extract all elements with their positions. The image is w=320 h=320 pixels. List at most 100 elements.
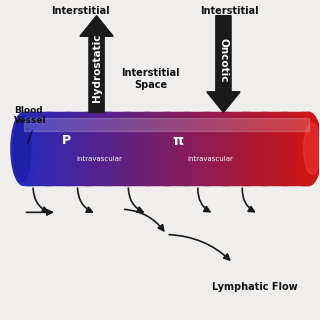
Bar xyxy=(188,112,189,185)
Bar xyxy=(74,112,75,185)
Bar xyxy=(215,112,216,185)
Bar xyxy=(191,112,192,185)
Bar xyxy=(225,112,227,185)
Bar xyxy=(124,112,126,185)
Bar xyxy=(124,112,125,185)
Bar xyxy=(87,112,89,185)
Bar xyxy=(150,112,151,185)
Bar xyxy=(47,112,49,185)
Text: Blood
Vessel: Blood Vessel xyxy=(14,106,47,125)
Bar xyxy=(130,112,132,185)
Bar xyxy=(148,112,149,185)
Bar xyxy=(245,112,247,185)
Text: intravascular: intravascular xyxy=(187,156,233,162)
Bar xyxy=(242,112,243,185)
Bar xyxy=(62,112,63,185)
Bar xyxy=(165,112,167,185)
Bar xyxy=(167,112,169,185)
Bar xyxy=(200,112,201,185)
Bar xyxy=(122,112,123,185)
Bar xyxy=(184,112,186,185)
Bar xyxy=(291,112,292,185)
Bar xyxy=(300,112,301,185)
Bar xyxy=(114,112,115,185)
Bar xyxy=(78,112,79,185)
Bar xyxy=(281,112,282,185)
Bar xyxy=(142,112,144,185)
Bar xyxy=(246,112,248,185)
Bar xyxy=(158,112,159,185)
Bar xyxy=(288,112,289,185)
Bar xyxy=(271,112,272,185)
Bar xyxy=(98,112,99,185)
Bar xyxy=(139,112,140,185)
Bar xyxy=(83,112,84,185)
Bar xyxy=(163,112,164,185)
Bar xyxy=(28,112,30,185)
Bar xyxy=(102,112,103,185)
Bar xyxy=(113,112,114,185)
Text: Oncotic: Oncotic xyxy=(219,38,228,82)
Bar xyxy=(91,112,92,185)
Bar xyxy=(88,112,90,185)
Bar xyxy=(94,112,95,185)
Bar xyxy=(282,112,283,185)
Bar xyxy=(239,112,240,185)
Bar xyxy=(260,112,261,185)
Bar xyxy=(193,112,194,185)
Bar xyxy=(151,112,152,185)
Text: intravascular: intravascular xyxy=(76,156,122,162)
Bar xyxy=(164,112,165,185)
Bar xyxy=(86,112,88,185)
Bar xyxy=(198,112,199,185)
Bar xyxy=(220,112,221,185)
Bar xyxy=(274,112,275,185)
Bar xyxy=(283,112,284,185)
Bar xyxy=(231,112,232,185)
Bar xyxy=(152,112,153,185)
Bar xyxy=(116,112,117,185)
Bar xyxy=(175,112,176,185)
Bar xyxy=(81,112,82,185)
Bar xyxy=(176,112,177,185)
Bar xyxy=(33,112,34,185)
Bar xyxy=(31,112,32,185)
Bar xyxy=(301,112,303,185)
Bar xyxy=(60,112,61,185)
Bar xyxy=(190,112,191,185)
Bar xyxy=(222,112,224,185)
Bar xyxy=(235,112,236,185)
Bar xyxy=(303,112,305,185)
Bar xyxy=(174,112,175,185)
Ellipse shape xyxy=(304,124,320,174)
Bar xyxy=(171,112,172,185)
Bar xyxy=(209,112,211,185)
Bar xyxy=(38,112,39,185)
Bar xyxy=(227,112,228,185)
Bar xyxy=(308,112,309,185)
Bar xyxy=(166,112,168,185)
Bar xyxy=(296,112,297,185)
Bar xyxy=(147,112,148,185)
Bar xyxy=(131,112,132,185)
Bar xyxy=(35,112,36,185)
Bar xyxy=(185,112,187,185)
Bar xyxy=(299,112,300,185)
Bar xyxy=(90,112,92,185)
Bar xyxy=(244,112,246,185)
Bar xyxy=(27,112,28,185)
Bar xyxy=(251,112,252,185)
Bar xyxy=(214,112,215,185)
Bar xyxy=(273,112,274,185)
Bar xyxy=(118,112,119,185)
Bar xyxy=(29,112,31,185)
Bar xyxy=(255,112,256,185)
Bar xyxy=(133,112,134,185)
Bar xyxy=(82,112,83,185)
Ellipse shape xyxy=(296,112,320,185)
Bar xyxy=(160,112,161,185)
Bar xyxy=(111,112,112,185)
Bar xyxy=(24,118,309,131)
Bar xyxy=(49,112,51,185)
Bar xyxy=(30,112,32,185)
